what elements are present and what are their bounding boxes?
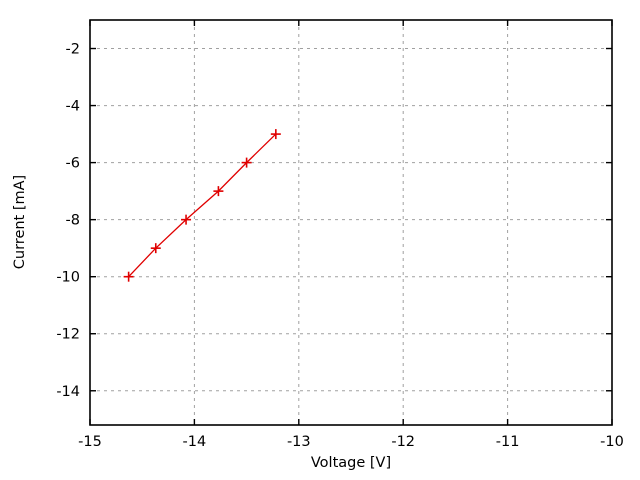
y-tick-label: -8 <box>66 213 80 229</box>
x-tick-label: -11 <box>496 434 520 450</box>
x-tick-label: -10 <box>600 434 624 450</box>
data-series <box>123 129 281 282</box>
y-tick-label: -2 <box>66 42 80 58</box>
y-tick-label: -14 <box>56 384 80 400</box>
gridlines <box>90 20 612 425</box>
x-tick-label: -15 <box>78 434 102 450</box>
x-axis-title: Voltage [V] <box>311 455 391 471</box>
data-point-marker <box>241 157 252 168</box>
x-tick-label: -12 <box>391 434 415 450</box>
data-point-marker <box>213 186 224 197</box>
data-point-marker <box>270 129 281 140</box>
y-tick-label: -10 <box>56 270 80 286</box>
plot-border <box>89 19 613 426</box>
x-tick-label: -13 <box>287 434 311 450</box>
x-tick-label: -14 <box>183 434 207 450</box>
x-tick-labels: -15 -14 -13 -12 -11 -10 <box>78 434 624 450</box>
y-tick-labels: -2 -4 -6 -8 -10 -12 -14 <box>56 42 80 400</box>
y-tick-label: -4 <box>66 99 80 115</box>
y-tick-label: -6 <box>66 156 80 172</box>
y-axis-title: Current [mA] <box>12 175 28 269</box>
data-point-marker <box>123 271 134 282</box>
tick-marks <box>89 20 613 425</box>
data-point-marker <box>150 243 161 254</box>
series-line <box>128 133 277 278</box>
y-tick-label: -12 <box>56 327 80 343</box>
data-point-marker <box>181 214 192 225</box>
